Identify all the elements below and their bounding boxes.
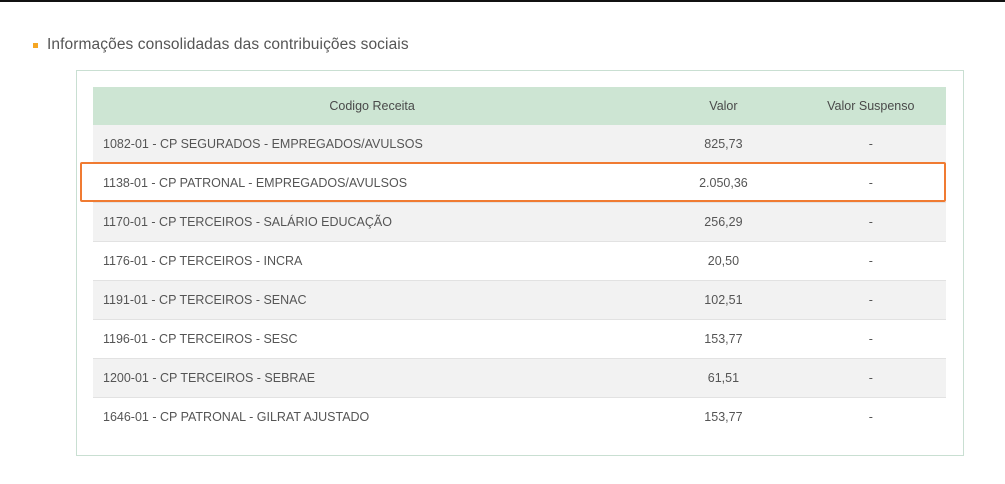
cell-valor-suspenso: - [795, 202, 946, 242]
cell-codigo: 1646-01 - CP PATRONAL - GILRAT AJUSTADO [103, 410, 370, 424]
cell-valor-suspenso: - [795, 358, 946, 398]
cell-valor: 102,51 [651, 280, 796, 320]
bullet-icon [33, 42, 38, 48]
top-divider [0, 0, 1005, 2]
cell-valor: 2.050,36 [651, 163, 796, 203]
header-valor: Valor [709, 99, 738, 113]
table-row: 1200-01 - CP TERCEIROS - SEBRAE 61,51 - [93, 358, 946, 398]
table-row: 1646-01 - CP PATRONAL - GILRAT AJUSTADO … [93, 397, 946, 436]
table-row: 1170-01 - CP TERCEIROS - SALÁRIO EDUCAÇÃ… [93, 202, 946, 242]
section-title: Informações consolidadas das contribuiçõ… [47, 36, 409, 53]
header-codigo-receita: Codigo Receita [329, 99, 415, 113]
cell-valor: 256,29 [651, 202, 796, 242]
table-row: 1176-01 - CP TERCEIROS - INCRA 20,50 - [93, 241, 946, 281]
cell-valor-suspenso: - [868, 410, 873, 424]
cell-valor: 20,50 [651, 241, 796, 281]
table-header-row: Codigo Receita Valor Valor Suspenso [93, 87, 946, 125]
cell-valor-suspenso: - [795, 163, 946, 203]
table-row: 1082-01 - CP SEGURADOS - EMPREGADOS/AVUL… [93, 125, 946, 164]
cell-codigo: 1170-01 - CP TERCEIROS - SALÁRIO EDUCAÇÃ… [93, 202, 652, 242]
cell-valor-suspenso: - [795, 280, 946, 320]
cell-valor: 825,73 [651, 125, 796, 164]
cell-codigo: 1196-01 - CP TERCEIROS - SESC [93, 319, 652, 359]
contributions-table: Codigo Receita Valor Valor Suspenso 1082… [93, 87, 946, 436]
cell-codigo: 1176-01 - CP TERCEIROS - INCRA [93, 241, 652, 281]
cell-valor-suspenso: - [795, 125, 946, 164]
table-row: 1196-01 - CP TERCEIROS - SESC 153,77 - [93, 319, 946, 359]
section-heading: Informações consolidadas das contribuiçõ… [33, 34, 409, 56]
cell-valor: 153,77 [651, 319, 796, 359]
table-row: 1191-01 - CP TERCEIROS - SENAC 102,51 - [93, 280, 946, 320]
cell-valor-suspenso: - [795, 319, 946, 359]
cell-codigo: 1191-01 - CP TERCEIROS - SENAC [93, 280, 652, 320]
header-valor-suspenso: Valor Suspenso [827, 99, 915, 113]
cell-valor: 61,51 [651, 358, 796, 398]
table-row: 1138-01 - CP PATRONAL - EMPREGADOS/AVULS… [93, 163, 946, 203]
cell-valor: 153,77 [704, 410, 743, 424]
cell-valor-suspenso: - [795, 241, 946, 281]
cell-codigo: 1082-01 - CP SEGURADOS - EMPREGADOS/AVUL… [93, 125, 652, 164]
cell-codigo: 1138-01 - CP PATRONAL - EMPREGADOS/AVULS… [93, 163, 652, 203]
cell-codigo: 1200-01 - CP TERCEIROS - SEBRAE [93, 358, 652, 398]
